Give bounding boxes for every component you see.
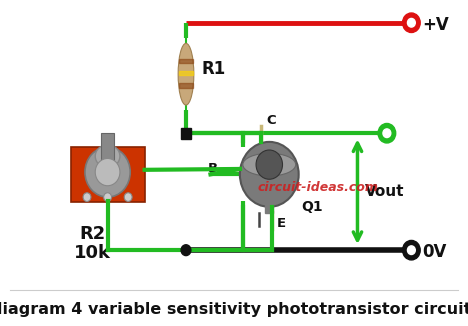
- Bar: [179, 83, 193, 88]
- Circle shape: [408, 246, 415, 255]
- Circle shape: [124, 193, 132, 201]
- Ellipse shape: [95, 145, 120, 168]
- Circle shape: [240, 142, 299, 207]
- Text: E: E: [277, 216, 286, 230]
- Bar: [265, 205, 273, 213]
- Text: C: C: [266, 114, 276, 127]
- Bar: [179, 59, 193, 63]
- Circle shape: [83, 193, 91, 201]
- Bar: [102, 133, 114, 161]
- Bar: [71, 147, 145, 202]
- Text: diagram 4 variable sensitivity phototransistor circuit.: diagram 4 variable sensitivity phototran…: [0, 302, 468, 317]
- Text: circuit-ideas.com: circuit-ideas.com: [258, 181, 379, 194]
- Circle shape: [408, 19, 415, 27]
- Bar: [179, 71, 193, 75]
- Text: R2: R2: [80, 225, 106, 243]
- Text: B: B: [208, 162, 218, 175]
- Circle shape: [383, 129, 391, 138]
- Circle shape: [85, 147, 130, 197]
- Circle shape: [95, 158, 120, 186]
- Text: +V: +V: [422, 16, 449, 34]
- Text: 10k: 10k: [74, 244, 111, 262]
- Text: 0V: 0V: [422, 243, 446, 261]
- Ellipse shape: [178, 43, 194, 105]
- Circle shape: [378, 124, 396, 143]
- Text: Vout: Vout: [366, 184, 405, 199]
- Circle shape: [402, 13, 420, 33]
- Text: R1: R1: [202, 60, 226, 78]
- Bar: [181, 128, 191, 139]
- Circle shape: [181, 245, 191, 256]
- Circle shape: [103, 193, 111, 201]
- Circle shape: [256, 150, 283, 179]
- Circle shape: [402, 241, 420, 260]
- Text: Q1: Q1: [301, 200, 323, 214]
- Ellipse shape: [243, 153, 296, 176]
